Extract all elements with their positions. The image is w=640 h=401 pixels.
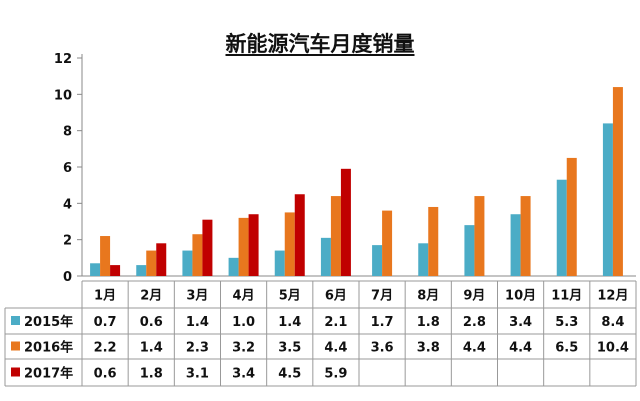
data-cell: 4.4 bbox=[509, 341, 532, 356]
bar-2016年-4月 bbox=[238, 217, 249, 276]
data-cell: 1.8 bbox=[417, 315, 440, 330]
data-cell: 1.4 bbox=[140, 341, 163, 356]
bars-layer bbox=[90, 87, 623, 277]
data-cell: 3.4 bbox=[509, 315, 532, 330]
bar-2016年-7月 bbox=[382, 210, 393, 276]
y-tick-label: 12 bbox=[54, 52, 72, 67]
data-cell: 3.5 bbox=[278, 341, 301, 356]
bar-2015年-12月 bbox=[602, 123, 613, 277]
x-tick-label: 11月 bbox=[551, 289, 582, 304]
y-tick-label: 10 bbox=[54, 88, 72, 103]
data-cell: 1.4 bbox=[278, 315, 301, 330]
data-cell: 0.6 bbox=[94, 367, 117, 382]
bar-2017年-3月 bbox=[202, 219, 213, 276]
y-tick-label: 6 bbox=[63, 161, 72, 176]
data-table: 1月 2月 3月 4月 5月 6月 7月 8月 9月 10月 11月 12月 2015年 0.7 0.6 1.… bbox=[4, 280, 637, 387]
bar-2016年-11月 bbox=[566, 157, 577, 276]
bar-2015年-10月 bbox=[510, 214, 521, 276]
data-cell: 2.1 bbox=[324, 315, 347, 330]
data-cell: 0.7 bbox=[94, 315, 117, 330]
data-cell: 3.1 bbox=[186, 367, 209, 382]
bar-2016年-10月 bbox=[520, 196, 531, 276]
x-tick-label: 10月 bbox=[505, 289, 536, 304]
data-cell: 0.6 bbox=[140, 315, 163, 330]
bar-2015年-6月 bbox=[320, 237, 331, 276]
data-cell: 4.4 bbox=[324, 341, 347, 356]
x-tick-label: 12月 bbox=[597, 289, 628, 304]
bar-2016年-1月 bbox=[100, 236, 111, 276]
data-cell: 2.2 bbox=[94, 341, 117, 356]
bar-2015年-4月 bbox=[228, 257, 239, 276]
legend-label: 2017年 bbox=[24, 366, 73, 382]
bar-2016年-3月 bbox=[192, 234, 203, 276]
bar-2015年-8月 bbox=[418, 243, 429, 276]
bar-2017年-6月 bbox=[340, 168, 351, 276]
chart-title: 新能源汽车月度销量 bbox=[225, 32, 415, 56]
y-tick-label: 4 bbox=[63, 197, 72, 212]
y-axis: 0 2 4 6 8 10 12 bbox=[54, 52, 636, 285]
data-cell: 8.4 bbox=[601, 315, 624, 330]
data-cell: 4.4 bbox=[463, 341, 486, 356]
data-cell: 5.9 bbox=[324, 367, 347, 382]
bar-2015年-9月 bbox=[464, 225, 475, 276]
x-tick-label: 1月 bbox=[94, 289, 116, 304]
bar-2017年-4月 bbox=[248, 214, 259, 276]
bar-2017年-5月 bbox=[294, 194, 305, 276]
bar-2016年-2月 bbox=[146, 250, 157, 276]
data-cell: 2.8 bbox=[463, 315, 486, 330]
legend-label: 2015年 bbox=[24, 314, 73, 330]
bar-2015年-5月 bbox=[274, 250, 285, 276]
bar-2016年-12月 bbox=[612, 87, 623, 276]
x-tick-label: 6月 bbox=[325, 289, 347, 304]
x-tick-label: 8月 bbox=[417, 289, 439, 304]
x-tick-label: 4月 bbox=[233, 289, 255, 304]
bar-2015年-1月 bbox=[90, 263, 101, 276]
data-cell: 3.6 bbox=[371, 341, 394, 356]
data-cell: 4.5 bbox=[278, 367, 301, 382]
data-cell: 2.3 bbox=[186, 341, 209, 356]
legend-swatch-2017年 bbox=[11, 367, 20, 377]
data-cell: 1.8 bbox=[140, 367, 163, 382]
bar-2016年-5月 bbox=[284, 212, 295, 276]
legend-label: 2016年 bbox=[24, 340, 73, 356]
x-tick-label: 3月 bbox=[186, 289, 208, 304]
data-cell: 3.2 bbox=[232, 341, 255, 356]
data-cell: 1.0 bbox=[232, 315, 255, 330]
bar-2015年-2月 bbox=[136, 265, 147, 276]
bar-2016年-9月 bbox=[474, 196, 485, 276]
data-cell: 10.4 bbox=[597, 341, 629, 356]
data-cell: 1.4 bbox=[186, 315, 209, 330]
data-cell: 3.8 bbox=[417, 341, 440, 356]
y-tick-label: 0 bbox=[63, 270, 72, 285]
legend-swatch-2015年 bbox=[11, 316, 20, 325]
bar-2015年-3月 bbox=[182, 250, 193, 276]
data-cell: 6.5 bbox=[555, 341, 578, 356]
x-tick-label: 9月 bbox=[463, 289, 485, 304]
data-cell: 3.4 bbox=[232, 367, 255, 382]
bar-2016年-6月 bbox=[330, 196, 341, 276]
bar-2016年-8月 bbox=[428, 206, 439, 276]
data-cell: 1.7 bbox=[371, 315, 394, 330]
data-cell: 5.3 bbox=[555, 315, 578, 330]
y-tick-label: 2 bbox=[63, 234, 72, 249]
x-tick-label: 5月 bbox=[279, 289, 301, 304]
bar-2017年-2月 bbox=[156, 243, 167, 276]
x-tick-label: 7月 bbox=[371, 289, 393, 304]
x-tick-label: 2月 bbox=[140, 289, 162, 304]
bar-2015年-7月 bbox=[372, 245, 383, 276]
bar-2015年-11月 bbox=[556, 179, 567, 276]
y-tick-label: 8 bbox=[63, 125, 72, 140]
legend-swatch-2016年 bbox=[11, 341, 20, 351]
bar-2017年-1月 bbox=[110, 265, 121, 276]
